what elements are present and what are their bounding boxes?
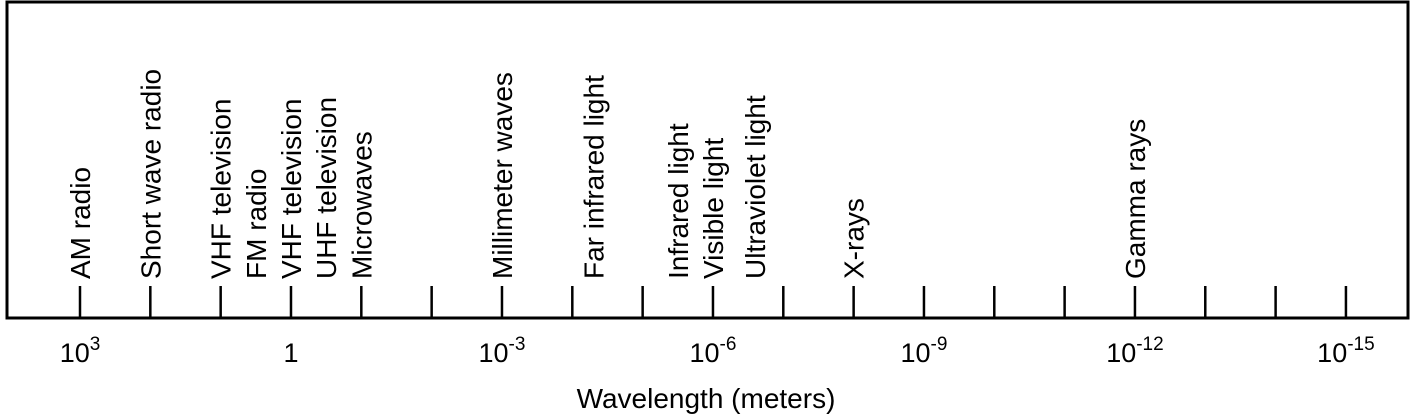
axis-tick-label: 10-12 — [1106, 334, 1164, 368]
band-label: X-rays — [839, 198, 870, 279]
tick-label-base: 10 — [1317, 338, 1347, 368]
axis-tick-label: 1 — [283, 338, 298, 368]
tick-label-exponent: -15 — [1347, 334, 1374, 355]
band-label: VHF television — [206, 98, 237, 279]
tick-label-base: 10 — [900, 338, 930, 368]
tick-label-exponent: -3 — [509, 334, 526, 355]
band-label: Gamma rays — [1120, 119, 1151, 279]
tick-label-exponent: -12 — [1136, 334, 1163, 355]
band-labels: AM radio Short wave radio VHF television FM… — [65, 69, 1151, 279]
tick-label-base: 10 — [479, 338, 509, 368]
band-label: Far infrared light — [578, 75, 609, 279]
diagram-frame — [5, 0, 1410, 320]
band-label: FM radio — [241, 169, 272, 279]
band-label: VHF television — [276, 98, 307, 279]
band-label: Visible light — [698, 138, 729, 279]
tick-label-base: 10 — [1106, 338, 1136, 368]
band-label: UHF television — [311, 97, 342, 279]
band-label: Infrared light — [663, 123, 694, 279]
band-label: AM radio — [65, 167, 96, 279]
band-label: Short wave radio — [135, 69, 166, 279]
axis-tick-label: 10-3 — [479, 334, 526, 368]
axis-title: Wavelength (meters) — [577, 383, 836, 414]
tick-label-base: 10 — [60, 338, 90, 368]
axis-tick-label: 10-6 — [689, 334, 736, 368]
tick-label-base: 1 — [283, 338, 298, 368]
band-label: Ultraviolet light — [740, 95, 771, 279]
band-label: Millimeter waves — [487, 72, 518, 279]
tick-label-exponent: 3 — [90, 334, 101, 355]
axis-ticks — [78, 286, 1348, 318]
tick-label-exponent: -9 — [931, 334, 948, 355]
tick-label-exponent: -6 — [720, 334, 737, 355]
axis-tick-labels: 103 1 10-3 10-6 10-9 10-12 10-15 — [60, 334, 1375, 368]
band-label: Microwaves — [346, 131, 377, 279]
tick-label-base: 10 — [689, 338, 719, 368]
axis-tick-label: 10-9 — [900, 334, 947, 368]
axis-tick-label: 103 — [60, 334, 101, 368]
axis-tick-label: 10-15 — [1317, 334, 1375, 368]
